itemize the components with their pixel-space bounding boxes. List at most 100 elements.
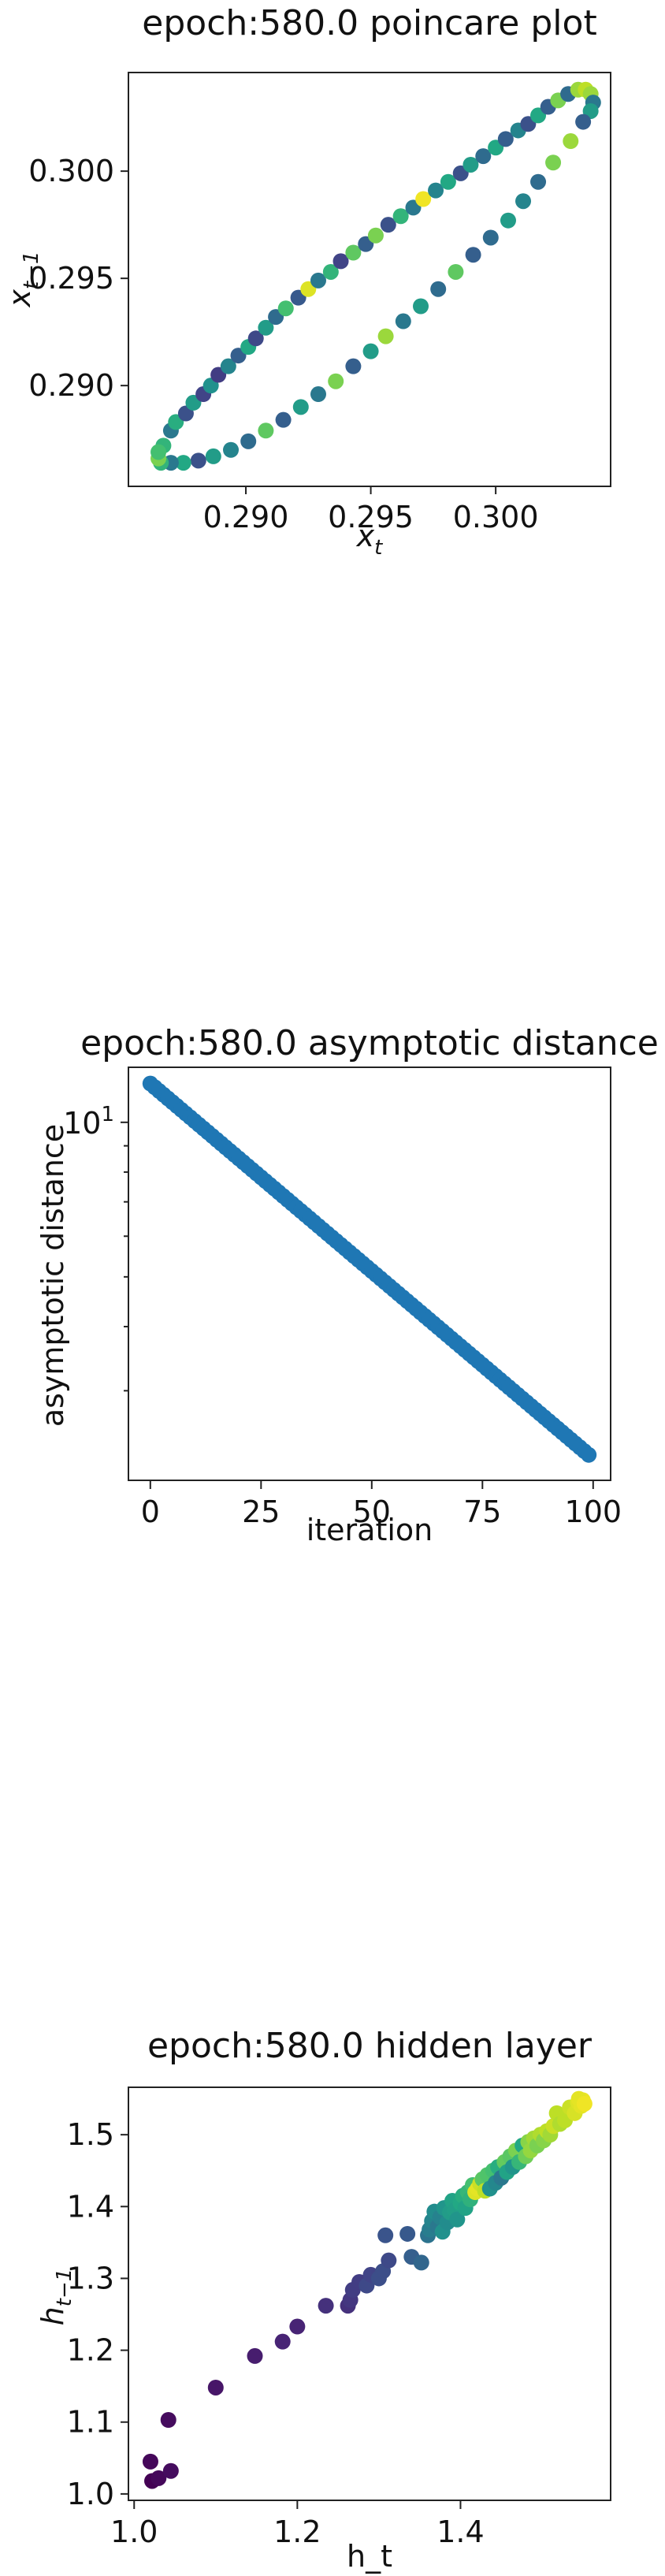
- data-point: [247, 2347, 263, 2364]
- y-axis-label: xt−1: [2, 251, 43, 307]
- data-point: [575, 114, 592, 130]
- data-point: [332, 253, 349, 270]
- asymptotic-distance-chart: epoch:580.0 asymptotic distance 0 25 50 75 1…: [35, 1023, 659, 1547]
- data-point: [381, 2252, 397, 2269]
- data-point: [240, 433, 257, 449]
- x-axis-label: iteration: [306, 1513, 433, 1547]
- data-point: [345, 358, 362, 374]
- data-point: [563, 133, 579, 150]
- y-tick-label: 0.295: [28, 261, 114, 296]
- y-tick-label: 101: [63, 1103, 114, 1141]
- data-point: [475, 148, 492, 165]
- data-point: [162, 2462, 179, 2479]
- data-point: [515, 193, 532, 210]
- data-point: [322, 263, 339, 280]
- data-point: [150, 444, 167, 460]
- y-axis-label: asymptotic distance: [35, 1124, 70, 1427]
- x-axis-label: xt: [356, 519, 384, 560]
- data-point: [463, 156, 479, 173]
- poincare-plot-chart: epoch:580.0 poincare plot 0.290 0.295 0.30…: [2, 3, 611, 560]
- data-point: [274, 2333, 291, 2350]
- data-point: [392, 208, 409, 225]
- data-point: [449, 2211, 466, 2228]
- y-axis-label: ht−1: [35, 2269, 76, 2326]
- data-point: [310, 272, 326, 288]
- data-point: [500, 212, 516, 229]
- data-point: [448, 263, 464, 280]
- data-point: [430, 281, 447, 297]
- data-point: [190, 452, 206, 469]
- y-tick-label: 0.300: [28, 154, 114, 188]
- y-axis: 1.0 1.1 1.2 1.3 1.4 1.5: [67, 2117, 128, 2511]
- data-point: [207, 2379, 224, 2395]
- y-tick-label: 1.2: [67, 2333, 114, 2368]
- data-point: [440, 173, 456, 190]
- y-axis: 101: [63, 1103, 128, 1392]
- data-point: [415, 191, 432, 207]
- y-tick-label: 1.3: [67, 2261, 114, 2295]
- plot-area: [128, 72, 611, 487]
- x-axis: 0 25 50 75 100: [141, 1481, 622, 1529]
- data-point: [142, 2453, 158, 2470]
- data-point: [175, 455, 191, 471]
- data-point: [247, 330, 264, 347]
- y-tick-label: 1.0: [67, 2477, 114, 2511]
- y-axis: 0.290 0.295 0.300: [28, 154, 128, 403]
- data-point: [160, 2412, 176, 2429]
- plot-area: [128, 1067, 611, 1481]
- x-tick-label: 0.300: [453, 500, 539, 534]
- data-point: [413, 298, 429, 315]
- x-tick-label: 100: [565, 1495, 622, 1529]
- data-point: [220, 358, 236, 374]
- data-point: [362, 343, 379, 359]
- data-point: [310, 386, 326, 403]
- chart-title: epoch:580.0 asymptotic distance: [80, 1023, 659, 1063]
- plot-area: [128, 2086, 611, 2501]
- data-points: [150, 81, 601, 471]
- x-tick-label: 1.2: [273, 2515, 321, 2549]
- data-point: [377, 328, 394, 344]
- data-point: [465, 247, 481, 263]
- chart-title: epoch:580.0 poincare plot: [142, 3, 596, 43]
- data-point: [576, 2095, 593, 2112]
- x-tick-label: 0: [141, 1495, 160, 1529]
- data-point: [328, 373, 344, 389]
- data-point: [345, 244, 362, 261]
- y-tick-label: 0.290: [28, 368, 114, 403]
- y-tick-label: 1.5: [67, 2117, 114, 2152]
- x-tick-label: 75: [463, 1495, 501, 1529]
- data-point: [497, 131, 514, 147]
- data-point: [395, 313, 411, 329]
- data-point: [413, 2254, 429, 2271]
- data-point: [275, 411, 292, 428]
- data-point: [428, 182, 444, 199]
- y-tick-label: 1.4: [67, 2189, 114, 2224]
- x-tick-label: 1.0: [110, 2515, 158, 2549]
- x-tick-label: 0.290: [203, 500, 289, 534]
- data-point: [223, 441, 240, 458]
- hidden-layer-chart: epoch:580.0 hidden layer 1.0 1.2 1.4 1.01.…: [35, 2026, 611, 2574]
- x-tick-label: 50: [353, 1495, 391, 1529]
- data-point: [277, 300, 294, 317]
- data-point: [581, 1446, 597, 1463]
- data-point: [377, 2227, 394, 2243]
- data-point: [292, 399, 309, 415]
- data-point: [530, 173, 547, 190]
- x-axis: 1.0 1.2 1.4: [110, 2501, 485, 2549]
- data-point: [258, 319, 274, 336]
- data-points: [142, 2090, 593, 2489]
- data-point: [205, 448, 221, 464]
- x-tick-label: 1.4: [437, 2515, 484, 2549]
- y-tick-label: 1.1: [67, 2405, 114, 2440]
- x-axis: 0.290 0.295 0.300: [203, 486, 539, 534]
- data-point: [258, 423, 274, 439]
- data-point: [318, 2298, 334, 2314]
- chart-title: epoch:580.0 hidden layer: [147, 2026, 593, 2066]
- x-tick-label: 25: [242, 1495, 280, 1529]
- x-axis-label: h_t: [347, 2539, 392, 2574]
- data-point: [380, 217, 396, 233]
- data-point: [482, 229, 499, 246]
- x-tick-label: 0.295: [328, 500, 414, 534]
- data-point: [150, 2470, 167, 2486]
- data-point: [399, 2225, 416, 2242]
